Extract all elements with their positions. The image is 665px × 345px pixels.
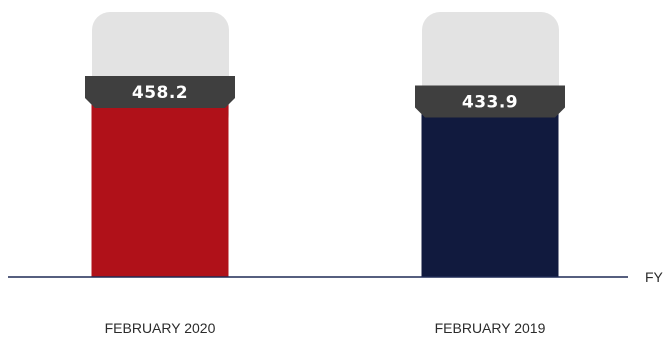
value-label-boxes: 458.2 433.9 — [85, 76, 565, 118]
value-label-1: 433.9 — [462, 92, 518, 112]
category-labels: FEBRUARY 2020 FEBRUARY 2019 — [105, 320, 546, 336]
bar-0 — [91, 98, 229, 277]
bars — [91, 98, 559, 278]
bar-1 — [421, 107, 559, 278]
axis-unit-label: FY — [645, 269, 664, 285]
value-label-box-1 — [415, 85, 565, 118]
category-label-1: FEBRUARY 2019 — [435, 320, 546, 336]
value-label-box-0 — [85, 76, 235, 108]
category-label-0: FEBRUARY 2020 — [105, 320, 216, 336]
value-label-0: 458.2 — [132, 83, 188, 103]
